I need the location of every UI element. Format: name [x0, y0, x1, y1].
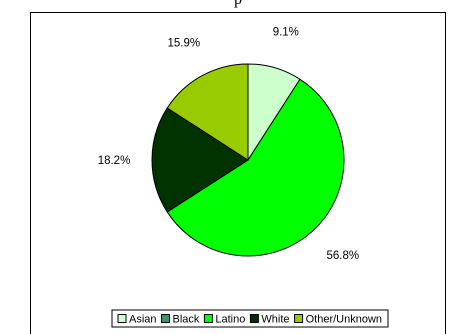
- pie-slice-latino: [166, 78, 345, 257]
- chart-title-area: p: [30, 0, 446, 12]
- legend-swatch-asian: [117, 314, 127, 323]
- pie-slice-other-unknown: [166, 63, 249, 161]
- legend-label-latino: Latino: [215, 314, 245, 326]
- chart-title: p: [30, 0, 446, 9]
- legend-label-asian: Asian: [129, 314, 157, 326]
- legend-swatch-white: [249, 314, 259, 323]
- legend-swatch-other-unknown: [294, 314, 304, 323]
- data-label-other-unknown: 15.9%: [167, 37, 200, 49]
- legend-swatch-latino: [203, 314, 213, 323]
- pie-labels: 9.1% 56.8% 18.2% 15.9%: [98, 26, 359, 261]
- legend-label-white: White: [261, 314, 289, 326]
- legend: Asian Black Latino White Other/Unknown: [111, 309, 389, 328]
- data-label-latino: 56.8%: [326, 250, 359, 262]
- legend-swatch-black: [161, 314, 170, 323]
- chart-frame: [30, 12, 446, 334]
- data-label-asian: 9.1%: [273, 26, 299, 38]
- pie-slices: [151, 63, 345, 257]
- data-label-white: 18.2%: [98, 155, 131, 167]
- legend-label-other-unknown: Other/Unknown: [306, 314, 382, 326]
- legend-label-black: Black: [173, 314, 200, 326]
- pie-slice-white: [151, 107, 249, 213]
